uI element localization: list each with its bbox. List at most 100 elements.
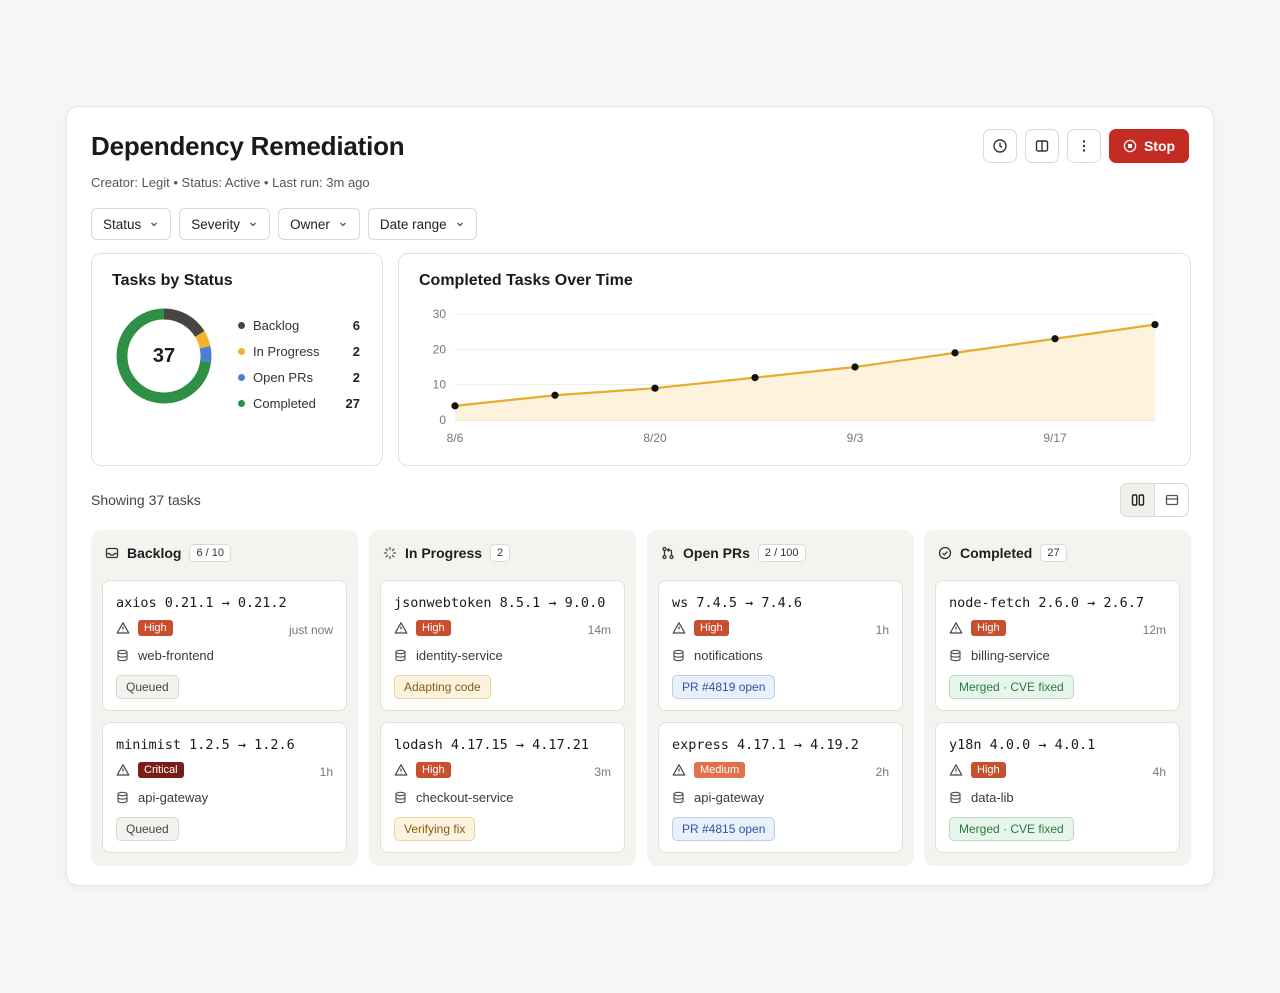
loader-icon <box>383 546 397 560</box>
legend-value: 2 <box>352 369 360 385</box>
task-severity: High <box>394 620 451 636</box>
task-severity: High <box>116 620 173 636</box>
severity-badge: Medium <box>694 762 746 778</box>
service-name: identity-service <box>416 648 503 663</box>
column-open-prs: Open PRs 2 / 100 ws 7.4.5 → 7.4.6 High 1… <box>647 530 914 866</box>
x-tick-label: 8/20 <box>643 431 667 445</box>
task-card[interactable]: axios 0.21.1 → 0.21.2 High just now web-… <box>102 580 347 711</box>
y-tick-label: 30 <box>433 307 447 321</box>
task-time: 4h <box>1152 765 1166 779</box>
list-view-button[interactable] <box>1155 484 1188 516</box>
legend-label: Open PRs <box>253 369 313 385</box>
task-time: 3m <box>594 765 611 779</box>
legend-label: Backlog <box>253 317 300 333</box>
warning-icon <box>672 764 686 776</box>
legend-label: In Progress <box>253 343 320 359</box>
completed-tasks-chart: 0 10 20 30 8/6 8/20 9/3 9/17 <box>433 307 1159 445</box>
task-card[interactable]: minimist 1.2.5 → 1.2.6 Critical 1h api-g… <box>102 722 347 853</box>
task-card[interactable]: y18n 4.0.0 → 4.0.1 High 4h data-lib Merg… <box>935 722 1180 853</box>
filter-label: Status <box>103 216 142 232</box>
task-service: notifications <box>672 648 763 663</box>
task-status-badge: Queued <box>116 675 179 699</box>
task-title: axios 0.21.1 → 0.21.2 <box>116 595 287 611</box>
task-title: minimist 1.2.5 → 1.2.6 <box>116 737 295 753</box>
column-title: In Progress <box>405 545 483 561</box>
task-status-badge: Adapting code <box>394 675 491 699</box>
severity-badge: High <box>416 620 451 636</box>
page-meta: Creator: Legit • Status: Active • Last r… <box>91 175 370 190</box>
card-title: Tasks by Status <box>112 272 233 289</box>
legend-item-open-prs: Open PRs 2 <box>238 364 360 390</box>
history-button[interactable] <box>983 129 1017 163</box>
database-icon <box>117 791 128 804</box>
column-count-badge: 2 <box>490 544 511 562</box>
task-service: checkout-service <box>394 790 514 805</box>
data-point <box>751 374 759 382</box>
column-count-badge: 2 / 100 <box>757 544 806 562</box>
clock-icon <box>993 139 1007 153</box>
legend-dot <box>238 321 245 329</box>
chevron-down-icon <box>456 222 463 227</box>
legend-value: 27 <box>345 395 360 411</box>
warning-icon <box>116 622 130 634</box>
filter-severity[interactable]: Severity <box>179 208 271 240</box>
task-service: identity-service <box>394 648 503 663</box>
task-card[interactable]: express 4.17.1 → 4.19.2 Medium 2h api-ga… <box>658 722 903 853</box>
y-tick-label: 10 <box>433 378 447 392</box>
layout-button[interactable] <box>1025 129 1059 163</box>
more-vertical-icon <box>1082 140 1086 152</box>
task-service: api-gateway <box>672 790 764 805</box>
column-header: Open PRs 2 / 100 <box>661 542 806 564</box>
filter-label: Owner <box>290 216 330 232</box>
task-title: y18n 4.0.0 → 4.0.1 <box>949 737 1096 753</box>
legend-dot <box>238 373 245 381</box>
header-actions: Stop <box>983 129 1189 163</box>
completed-over-time-card: Completed Tasks Over Time 0 10 20 30 8/6 8/20… <box>398 253 1191 466</box>
main-panel: Dependency Remediation Creator: Legit • … <box>66 106 1214 886</box>
database-icon <box>673 649 684 662</box>
task-card[interactable]: lodash 4.17.15 → 4.17.21 High 3m checkou… <box>380 722 625 853</box>
stop-label: Stop <box>1143 138 1176 154</box>
column-count-badge: 6 / 10 <box>189 544 231 562</box>
filter-date-range[interactable]: Date range <box>367 208 477 240</box>
task-time: 14m <box>587 623 611 637</box>
more-button[interactable] <box>1067 129 1101 163</box>
filter-status[interactable]: Status <box>91 208 172 240</box>
stop-circle-icon <box>1123 139 1137 153</box>
task-card[interactable]: ws 7.4.5 → 7.4.6 High 1h notifications P… <box>658 580 903 711</box>
x-tick-label: 9/3 <box>847 431 864 445</box>
task-time: 1h <box>319 765 333 779</box>
y-tick-label: 0 <box>439 413 446 427</box>
task-card[interactable]: jsonwebtoken 8.5.1 → 9.0.0 High 14m iden… <box>380 580 625 711</box>
task-status-badge: Queued <box>116 817 179 841</box>
column-header: Completed 27 <box>938 542 1067 564</box>
task-time: 12m <box>1142 623 1166 637</box>
service-name: data-lib <box>971 790 1014 805</box>
filter-bar: Status Severity Owner Date range <box>91 208 477 240</box>
board-view-button[interactable] <box>1121 484 1155 516</box>
task-card[interactable]: node-fetch 2.6.0 → 2.6.7 High 12m billin… <box>935 580 1180 711</box>
database-icon <box>395 649 406 662</box>
column-count-badge: 27 <box>1040 544 1067 562</box>
filter-owner[interactable]: Owner <box>278 208 360 240</box>
service-name: api-gateway <box>694 790 765 805</box>
stop-button[interactable]: Stop <box>1109 129 1189 163</box>
list-icon <box>1165 494 1178 506</box>
data-point <box>651 384 659 392</box>
severity-badge: Critical <box>138 762 184 778</box>
donut-slice-completed <box>116 308 212 404</box>
view-toggle <box>1120 483 1189 517</box>
board-icon <box>1131 494 1144 506</box>
task-status-badge: PR #4819 open <box>672 675 776 699</box>
check-circle-icon <box>938 546 952 560</box>
data-point <box>851 363 859 371</box>
task-severity: Medium <box>672 762 746 778</box>
donut-total: 37 <box>152 344 176 367</box>
legend-item-backlog: Backlog 6 <box>238 312 360 338</box>
chevron-down-icon <box>151 222 158 227</box>
filter-label: Date range <box>379 216 447 232</box>
task-time: 1h <box>875 623 889 637</box>
status-donut <box>116 308 212 404</box>
task-service: api-gateway <box>116 790 208 805</box>
git-pull-request-icon <box>661 546 675 560</box>
